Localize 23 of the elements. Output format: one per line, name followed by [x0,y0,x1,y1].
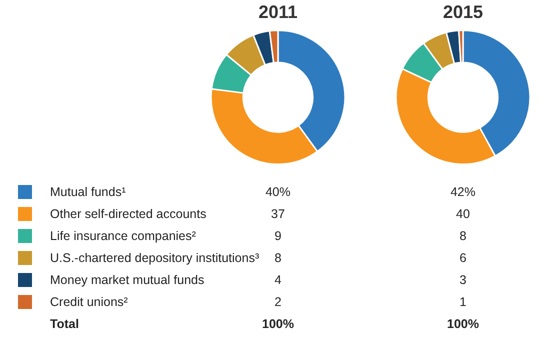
legend-label: Credit unions² [50,294,128,311]
text: 100% [447,317,479,331]
data-label: 42% [449,184,477,201]
data-label: 8 [458,228,468,245]
data-label: 6 [458,250,468,267]
legend-label: Other self-directed accounts [50,206,206,223]
text: Total [49,316,80,333]
legend-label: U.S.-chartered depository institutions³ [50,250,260,267]
data-label: 4 [274,273,282,287]
data-label: 8 [274,251,282,265]
data-label: 9 [274,229,282,243]
legend-label: Money market mutual funds [50,272,204,289]
data-label: 40 [455,206,471,223]
data-label: 2 [274,294,282,311]
data-label: 40% [264,184,292,201]
text: 100% [262,317,294,331]
slice-label: 2015 [442,2,484,22]
data-label: 37 [271,207,285,221]
legend-label: Life insurance companies² [50,228,196,245]
data-label: 1 [458,294,468,311]
slice-label: 2011 [258,2,298,22]
data-label: 3 [458,272,468,289]
legend-label: Mutual funds¹ [50,184,126,201]
